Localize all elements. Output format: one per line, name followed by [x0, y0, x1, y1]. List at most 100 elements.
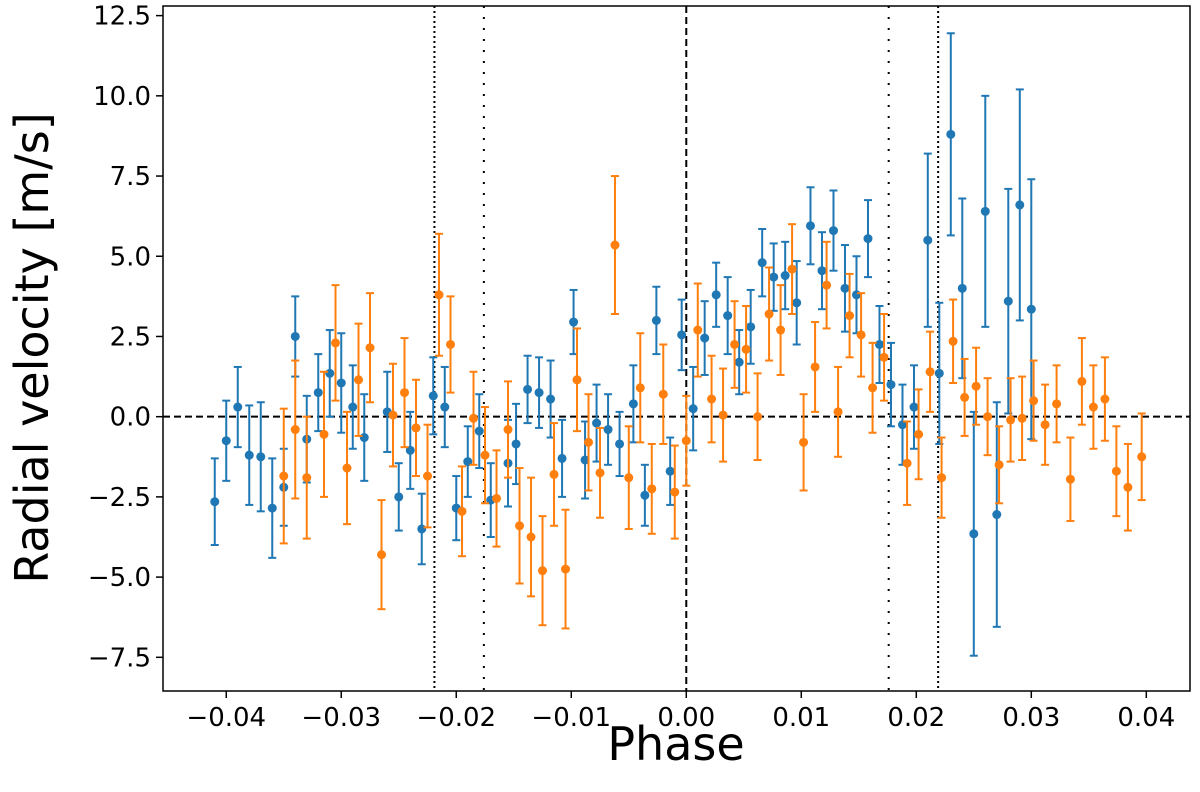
data-point: [1015, 200, 1025, 210]
data-point: [624, 473, 634, 483]
data-point: [863, 234, 873, 244]
data-point: [700, 333, 710, 343]
data-point: [256, 452, 266, 462]
data-point: [534, 388, 544, 398]
x-tick-label: 0.01: [772, 703, 830, 733]
data-point: [580, 455, 590, 465]
x-tick-label: 0.00: [657, 703, 715, 733]
y-tick-label: 2.5: [110, 322, 151, 352]
data-point: [718, 410, 728, 420]
reference-lines: [163, 6, 1190, 691]
data-point: [983, 412, 993, 422]
data-point: [325, 368, 335, 378]
data-point: [1077, 376, 1087, 386]
y-tick-label: 10.0: [93, 82, 151, 112]
data-point: [960, 392, 970, 402]
series-2: [279, 175, 1147, 630]
data-point: [354, 375, 364, 385]
data-point: [492, 493, 502, 503]
data-point: [688, 404, 698, 414]
data-point: [388, 410, 398, 420]
y-tick-label: 5.0: [110, 242, 151, 272]
data-point: [592, 418, 602, 428]
data-series-layer: [210, 32, 1147, 657]
data-point: [792, 298, 802, 308]
data-point: [810, 362, 820, 372]
data-point: [769, 272, 779, 282]
data-point: [336, 378, 346, 388]
data-point: [319, 429, 329, 439]
data-point: [1017, 413, 1027, 423]
data-point: [734, 357, 744, 367]
data-point: [886, 380, 896, 390]
y-tick-label: −2.5: [88, 483, 151, 513]
data-point: [595, 468, 605, 478]
data-point: [1029, 396, 1039, 406]
data-point: [546, 394, 556, 404]
x-tick-label: −0.03: [301, 703, 381, 733]
data-point: [365, 343, 375, 353]
data-point: [971, 381, 981, 391]
data-point: [937, 473, 947, 483]
data-point: [331, 338, 341, 348]
data-point: [474, 426, 484, 436]
y-tick-label: −5.0: [88, 563, 151, 593]
data-point: [417, 524, 427, 534]
data-point: [787, 264, 797, 274]
data-point: [868, 383, 878, 393]
data-point: [948, 336, 958, 346]
data-point: [635, 383, 645, 393]
data-point: [874, 339, 884, 349]
data-point: [707, 394, 717, 404]
data-point: [557, 453, 567, 463]
x-axis-ticks: −0.04 −0.03 −0.02 −0.01 0.00 0.01 0.02 0.03 0.04: [186, 691, 1175, 733]
series-1: [210, 32, 1036, 657]
data-point: [969, 529, 979, 539]
data-point: [538, 566, 548, 576]
data-point: [946, 129, 956, 139]
data-point: [845, 311, 855, 321]
data-point: [572, 375, 582, 385]
data-point: [828, 226, 838, 236]
data-point: [469, 413, 479, 423]
data-point: [980, 206, 990, 216]
data-point: [925, 367, 935, 377]
y-tick-label: 0.0: [110, 403, 151, 433]
data-point: [290, 425, 300, 435]
data-point: [1111, 466, 1121, 476]
data-point: [302, 473, 312, 483]
data-point: [503, 425, 513, 435]
data-point: [805, 221, 815, 231]
data-point: [1026, 304, 1036, 314]
data-point: [665, 466, 675, 476]
data-point: [400, 388, 410, 398]
data-point: [658, 389, 668, 399]
x-tick-label: 0.03: [1002, 703, 1060, 733]
data-point: [833, 407, 843, 417]
x-tick-label: −0.01: [531, 703, 611, 733]
data-point: [799, 437, 809, 447]
data-point: [902, 458, 912, 468]
data-point: [693, 325, 703, 335]
data-point: [457, 506, 467, 516]
data-point: [610, 240, 620, 250]
x-tick-label: 0.04: [1117, 703, 1175, 733]
data-point: [342, 463, 352, 473]
data-point: [1100, 394, 1110, 404]
data-point: [670, 487, 680, 497]
data-point: [290, 331, 300, 341]
data-point: [730, 339, 740, 349]
data-point: [994, 460, 1004, 470]
data-point: [348, 402, 358, 412]
x-tick-label: 0.02: [887, 703, 945, 733]
data-point: [428, 391, 438, 401]
data-point: [1065, 474, 1075, 484]
data-point: [909, 402, 919, 412]
data-point: [711, 290, 721, 300]
data-point: [377, 550, 387, 560]
data-point: [992, 510, 1002, 520]
data-point: [584, 437, 594, 447]
data-point: [741, 344, 751, 354]
data-point: [1003, 296, 1013, 306]
